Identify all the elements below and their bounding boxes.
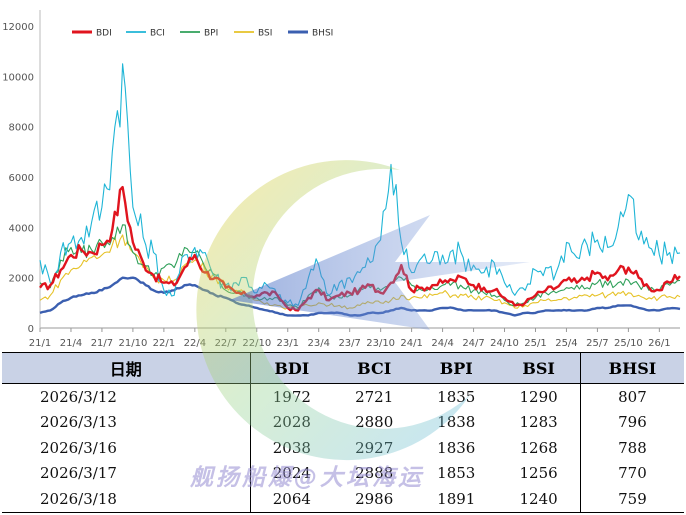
series-line-bhsi <box>39 276 681 317</box>
date-cell: 2026/3/16 <box>40 438 117 457</box>
value-cell: 2028 <box>249 409 334 435</box>
value-cell: 807 <box>579 383 684 410</box>
table-row: 2026/3/17 2024 2888 1853 1256 770 <box>2 460 684 486</box>
date-cell: 2026/3/12 <box>40 387 117 406</box>
x-tick-label: 21/1 <box>29 338 51 349</box>
x-tick-label: 22/1 <box>153 338 175 349</box>
y-tick-label: 8000 <box>9 123 34 134</box>
value-cell: 770 <box>579 460 684 486</box>
value-cell: 2888 <box>355 464 394 483</box>
value-cell: 1972 <box>249 383 334 410</box>
header-date: 日期 <box>2 352 251 384</box>
legend-label-bci: BCI <box>150 29 165 39</box>
x-tick-label: 24/1 <box>400 338 422 349</box>
value-cell: 1290 <box>519 387 558 406</box>
y-tick-label: 12000 <box>2 22 34 33</box>
value-cell: 796 <box>579 409 684 435</box>
x-tick-label: 25/4 <box>555 338 577 349</box>
legend-label-bdi: BDI <box>96 29 112 39</box>
x-tick-label: 22/10 <box>242 338 271 349</box>
value-cell: 2986 <box>333 486 416 513</box>
legend-label-bhsi: BHSI <box>312 29 333 39</box>
value-cell: 1835 <box>437 387 476 406</box>
series-line-bci <box>39 63 681 307</box>
series-line-bdi <box>39 185 681 312</box>
x-tick-label: 23/10 <box>366 338 395 349</box>
legend-label-bpi: BPI <box>204 29 218 39</box>
x-tick-label: 25/10 <box>614 338 643 349</box>
y-tick-label: 4000 <box>9 223 34 234</box>
legend-label-bsi: BSI <box>258 29 272 39</box>
header-bhsi: BHSI <box>579 352 684 384</box>
x-tick-label: 21/7 <box>91 338 113 349</box>
table-row: 2026/3/16 2038 2927 1836 1268 788 <box>2 435 684 461</box>
index-table: 日期 BDI BCI BPI BSI BHSI 2026/3/12 1972 272… <box>2 352 684 513</box>
value-cell: 1268 <box>519 438 558 457</box>
y-tick-label: 10000 <box>2 72 34 83</box>
date-cell: 2026/3/18 <box>2 486 251 513</box>
x-tick-label: 26/1 <box>648 338 670 349</box>
value-cell: 1838 <box>437 413 476 432</box>
value-cell: 1836 <box>437 438 476 457</box>
x-tick-label: 23/4 <box>307 338 329 349</box>
line-chart: 0 2000 4000 6000 8000 10000 12000 21/1 21/4 21/7 2… <box>2 10 681 349</box>
value-cell: 2721 <box>355 387 394 406</box>
x-tick-label: 21/10 <box>118 338 147 349</box>
value-cell: 1853 <box>437 464 476 483</box>
header-bpi: BPI <box>415 352 498 384</box>
y-tick-label: 0 <box>28 324 34 335</box>
y-tick-label: 6000 <box>9 173 34 184</box>
date-cell: 2026/3/13 <box>40 413 117 432</box>
x-tick-label: 21/4 <box>60 338 82 349</box>
table-row: 2026/3/13 2028 2880 1838 1283 796 <box>2 409 684 435</box>
table-row: 2026/3/18 2064 2986 1891 1240 759 <box>2 486 684 513</box>
x-tick-label: 24/7 <box>462 338 484 349</box>
header-bdi: BDI <box>249 352 334 384</box>
x-tick-label: 23/1 <box>277 338 299 349</box>
value-cell: 1240 <box>497 486 581 513</box>
value-cell: 2927 <box>355 438 394 457</box>
value-cell: 2024 <box>249 460 334 486</box>
table-header-row: 日期 BDI BCI BPI BSI BHSI <box>2 352 684 384</box>
chart-area: 0 2000 4000 6000 8000 10000 12000 21/1 21/4 21/7 2… <box>2 10 681 349</box>
x-tick-label: 24/4 <box>431 338 453 349</box>
date-cell: 2026/3/17 <box>40 464 117 483</box>
header-bci: BCI <box>333 352 416 384</box>
value-cell: 2064 <box>249 486 334 513</box>
x-tick-label: 23/7 <box>338 338 360 349</box>
value-cell: 2880 <box>355 413 394 432</box>
x-tick-label: 24/10 <box>490 338 519 349</box>
header-bsi: BSI <box>497 352 581 384</box>
value-cell: 759 <box>579 486 684 513</box>
x-tick-label: 22/7 <box>215 338 237 349</box>
table-row: 2026/3/12 1972 2721 1835 1290 807 <box>2 383 684 410</box>
value-cell: 788 <box>579 435 684 461</box>
x-tick-label: 25/7 <box>586 338 608 349</box>
value-cell: 1891 <box>415 486 498 513</box>
x-tick-label: 22/4 <box>184 338 206 349</box>
x-tick-label: 25/1 <box>524 338 546 349</box>
value-cell: 1283 <box>519 413 558 432</box>
y-tick-label: 2000 <box>9 274 34 285</box>
value-cell: 2038 <box>249 435 334 461</box>
value-cell: 1256 <box>519 464 558 483</box>
